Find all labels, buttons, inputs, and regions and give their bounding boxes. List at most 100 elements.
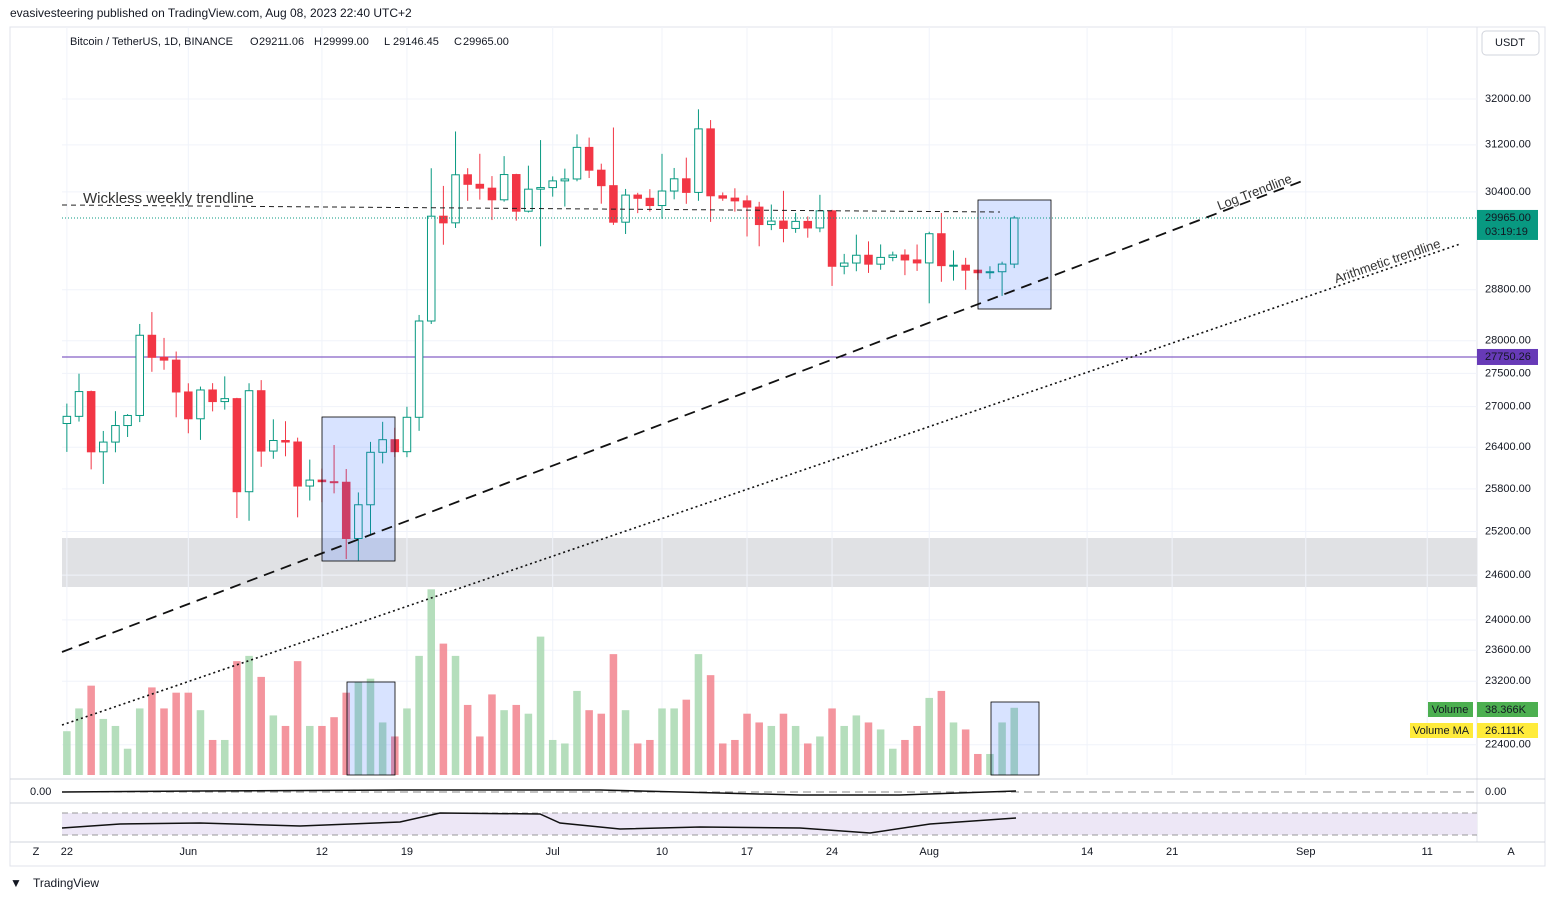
x-tick-label: Jun [179,846,197,858]
candle-body [378,439,387,453]
currency-button[interactable] [1481,30,1540,56]
y-tick-label: 28800.00 [1485,284,1531,296]
candle-body [524,188,533,212]
volume-bar [743,713,751,775]
candle-body [305,479,315,487]
volume-bar [609,654,618,775]
candle-body [147,334,157,358]
indicator-curve [61,789,1017,796]
candle-body [985,271,995,274]
y-tick-label: 22400.00 [1485,739,1531,751]
chart-title: Bitcoin / TetherUS, 1D, BINANCE [70,36,233,48]
candle-body [354,504,363,539]
candle-body [694,128,703,193]
volume-bar [439,643,448,775]
volume-bar [269,715,278,775]
volume-bar [1010,707,1019,775]
volume-bar [476,736,484,775]
volume-bar [427,589,436,775]
candle-body [293,441,302,487]
volume-bar [621,710,630,775]
volume-bar [840,725,848,775]
candle-body [269,440,278,452]
candle-body [329,481,339,484]
volume-bar [816,736,824,775]
candle-body [827,210,837,267]
frame [9,26,1546,867]
currency[interactable]: USDT [1495,37,1525,49]
y-tick-label: 23200.00 [1485,675,1531,687]
candle-body [220,398,230,403]
candle-body [730,197,740,202]
legend-key: H [314,36,322,48]
candle-body [949,264,958,267]
indicator-label: 0.00 [1485,786,1506,798]
axis-button[interactable]: A [1507,846,1515,858]
legend-key: L [384,36,390,48]
candle-body [536,187,545,190]
candle-body [74,391,84,417]
volume-bar [233,661,241,775]
volume-bar [791,725,800,775]
legend-key: C [454,36,462,48]
volume-tag [1428,702,1473,717]
volume-bar [354,682,363,775]
y-tick-label: 31200.00 [1485,139,1531,151]
volume-bar [986,753,994,775]
candle-body [633,194,642,199]
candle-body [852,254,861,264]
candle-body [924,233,934,264]
candle-body [511,174,521,212]
volume-bar [998,722,1006,775]
volume-ma-tag [1410,723,1473,738]
volume-bar [184,692,193,775]
volume-bar [87,685,95,775]
candle-body [111,425,120,443]
volume-bar [852,715,861,775]
candle-body [426,215,436,322]
volume-bar [512,704,521,775]
candle-body [208,389,217,403]
y-tick-label: 25200.00 [1485,525,1531,537]
candle-body [123,414,132,427]
indicator-curve [61,812,1017,834]
candle-body [366,451,375,506]
last-price-label: 29965.00 [1485,212,1531,224]
candle-body [341,481,351,539]
volume-bar [99,718,108,775]
candle-body [888,254,898,258]
x-tick-label: 17 [741,846,753,858]
volume-bar [779,713,788,775]
candle-body [669,178,679,192]
volume-bar [633,743,642,775]
volume-bar [646,739,654,775]
y-tick-label: 30400.00 [1485,186,1531,198]
x-tick-label: 11 [1421,846,1432,858]
volume-bar [731,739,739,775]
volume-bar [306,725,314,775]
volume-bar [706,675,715,775]
volume-bar [196,710,205,775]
candle-body [414,320,424,418]
annotation: Wickless weekly trendline [83,190,254,207]
volume-bar [318,725,326,775]
y-tick-label: 24600.00 [1485,569,1531,581]
axis-button[interactable]: Z [33,846,40,858]
volume-bar [561,743,569,775]
box [321,416,396,562]
candle-body [463,174,472,185]
candle-body [256,390,266,452]
candle-body [244,390,254,493]
volume-bar [913,725,921,775]
candle-body [779,220,788,229]
candle-body [196,389,205,420]
volume-bar [864,722,873,775]
candle-body [900,254,910,261]
volume-bar [536,636,545,775]
candle-body [451,174,460,224]
candle-body [791,220,800,229]
volume-bar [961,729,970,775]
volume-bar [500,710,508,775]
legend-value: 29146.45 [393,36,439,48]
volume-bar [573,690,581,775]
